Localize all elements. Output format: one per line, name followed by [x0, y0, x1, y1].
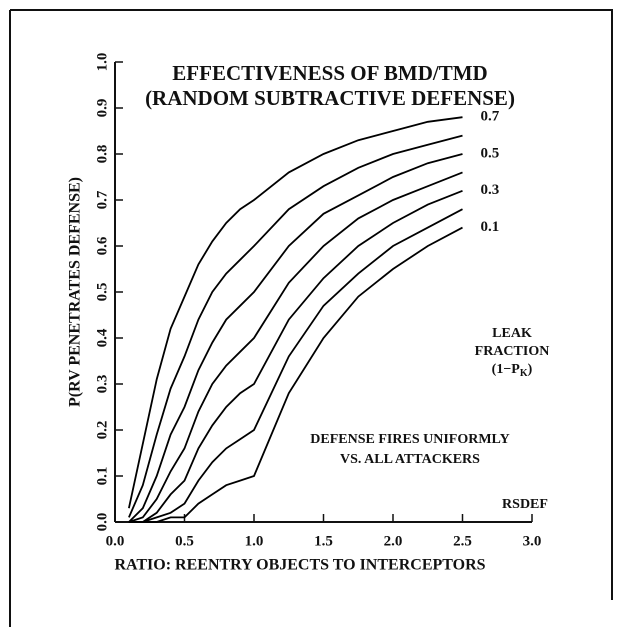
series-line — [128, 226, 463, 523]
series-label: 0.1 — [481, 219, 500, 235]
defense-note: DEFENSE FIRES UNIFORMLY — [310, 432, 509, 447]
y-tick-label: 0.0 — [94, 513, 110, 532]
x-axis-label: RATIO: REENTRY OBJECTS TO INTERCEPTORS — [114, 557, 485, 574]
x-tick-label: 3.0 — [523, 533, 542, 549]
defense-note: VS. ALL ATTACKERS — [340, 452, 480, 467]
y-tick-label: 0.6 — [94, 236, 110, 255]
code-label: RSDEF — [502, 497, 548, 512]
frame — [9, 9, 613, 627]
series-line — [128, 116, 463, 509]
y-tick-label: 1.0 — [94, 53, 110, 72]
series-label: 0.3 — [481, 182, 500, 198]
leak-formula: (1−PK) — [492, 362, 533, 379]
series-line — [128, 171, 463, 523]
y-tick-label: 0.7 — [94, 190, 110, 209]
x-tick-label: 0.0 — [106, 533, 125, 549]
leak-formula-part: ) — [528, 362, 533, 377]
leak-formula-part: (1−P — [492, 362, 521, 377]
y-tick-label: 0.2 — [94, 421, 110, 440]
y-tick-label: 0.3 — [94, 375, 110, 394]
series-line — [128, 208, 463, 523]
y-tick-label: 0.9 — [94, 99, 110, 118]
x-tick-label: 2.0 — [384, 533, 403, 549]
leak-note: FRACTION — [475, 344, 550, 359]
y-axis-label: P(RV PENETRATES DEFENSE) — [67, 177, 84, 407]
y-tick-label: 0.4 — [94, 328, 110, 347]
chart-title: EFFECTIVENESS OF BMD/TMD — [172, 61, 487, 85]
series-label: 0.5 — [481, 145, 500, 161]
x-tick-label: 0.5 — [175, 533, 194, 549]
series-line — [128, 153, 463, 523]
x-tick-label: 1.0 — [245, 533, 264, 549]
leak-note: LEAK — [492, 326, 532, 341]
series-label: 0.7 — [481, 109, 500, 125]
series-line — [128, 189, 463, 523]
x-tick-label: 2.5 — [453, 533, 472, 549]
y-tick-label: 0.8 — [94, 145, 110, 164]
y-tick-label: 0.5 — [94, 283, 110, 302]
chart-subtitle: (RANDOM SUBTRACTIVE DEFENSE) — [145, 86, 515, 110]
x-tick-label: 1.5 — [314, 533, 333, 549]
y-tick-label: 0.1 — [94, 467, 110, 486]
series-line — [128, 134, 463, 518]
leak-formula-sub: K — [520, 368, 528, 379]
